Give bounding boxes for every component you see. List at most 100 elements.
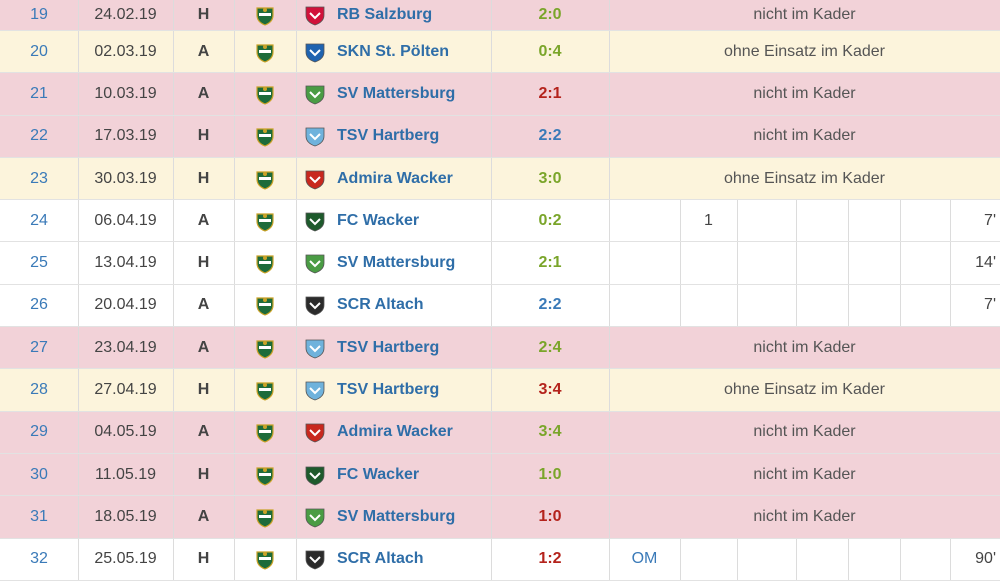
spieltag-link[interactable]: 28 <box>30 381 48 399</box>
spieltag-link[interactable]: 29 <box>30 423 48 441</box>
own-club-crest-cell[interactable] <box>234 116 296 157</box>
own-club-crest-cell[interactable] <box>234 200 296 241</box>
home-away-indicator: H <box>197 254 210 272</box>
spieltag-link[interactable]: 21 <box>30 84 48 102</box>
own-club-crest-cell[interactable] <box>234 73 296 114</box>
own-club-crest-cell[interactable] <box>234 158 296 199</box>
match-row: 19 24.02.19 H RB Salzburg 2:0 nicht im Kader <box>0 0 1000 31</box>
match-result-link[interactable]: 2:1 <box>538 84 562 102</box>
match-row: 21 10.03.19 A SV Mattersburg 2:1 nicht im Kad… <box>0 73 1000 116</box>
spieltag-link[interactable]: 27 <box>30 338 48 356</box>
own-club-crest-cell[interactable] <box>234 327 296 368</box>
match-row: 31 18.05.19 A SV Mattersburg 1:0 nicht im Kad… <box>0 496 1000 539</box>
home-away-indicator: H <box>197 550 210 568</box>
opponent-link[interactable]: SCR Altach <box>296 539 491 580</box>
opponent-link[interactable]: SCR Altach <box>296 285 491 326</box>
position-link[interactable]: OM <box>631 550 658 568</box>
match-row: 23 30.03.19 H Admira Wacker 3:0 ohne Einsatz … <box>0 157 1000 201</box>
opponent-name: Admira Wacker <box>337 423 453 441</box>
rapid-wien-crest-icon <box>256 382 274 401</box>
goals-count: 1 <box>704 211 713 229</box>
match-result-link[interactable]: 2:0 <box>538 6 562 23</box>
opponent-name: TSV Hartberg <box>337 338 440 356</box>
match-result-link[interactable]: 2:2 <box>538 296 562 314</box>
match-row: 26 20.04.19 A SCR Altach 2:2 7' <box>0 284 1000 328</box>
match-row: 20 02.03.19 A SKN St. Pölten 0:4 ohne Einsatz… <box>0 31 1000 74</box>
opponent-link[interactable]: TSV Hartberg <box>296 327 491 368</box>
match-result-link[interactable]: 0:2 <box>538 211 562 229</box>
match-result-link[interactable]: 1:0 <box>538 465 562 483</box>
spieltag-link[interactable]: 24 <box>30 211 48 229</box>
own-club-crest-cell[interactable] <box>234 496 296 537</box>
own-club-crest-cell[interactable] <box>234 242 296 283</box>
own-club-crest-cell[interactable] <box>234 539 296 580</box>
home-away-indicator: H <box>197 127 210 145</box>
own-club-crest-cell[interactable] <box>234 369 296 410</box>
opponent-link[interactable]: TSV Hartberg <box>296 369 491 410</box>
opponent-crest-icon <box>305 423 325 443</box>
opponent-link[interactable]: FC Wacker <box>296 200 491 241</box>
opponent-name: Admira Wacker <box>337 169 453 187</box>
squad-status: nicht im Kader <box>753 465 856 483</box>
spieltag-link[interactable]: 23 <box>30 169 48 187</box>
own-club-crest-cell[interactable] <box>234 285 296 326</box>
opponent-link[interactable]: SV Mattersburg <box>296 242 491 283</box>
spieltag-link[interactable]: 26 <box>30 296 48 314</box>
match-result-link[interactable]: 3:4 <box>538 423 562 441</box>
rapid-wien-crest-icon <box>256 255 274 274</box>
opponent-crest-icon <box>305 85 325 105</box>
match-row: 22 17.03.19 H TSV Hartberg 2:2 nicht im Kader <box>0 115 1000 158</box>
match-result-link[interactable]: 2:1 <box>538 254 562 272</box>
opponent-name: FC Wacker <box>337 465 420 483</box>
opponent-link[interactable]: FC Wacker <box>296 454 491 495</box>
own-club-crest-cell[interactable] <box>234 412 296 453</box>
opponent-link[interactable]: SKN St. Pölten <box>296 31 491 72</box>
home-away-indicator: H <box>197 465 210 483</box>
match-date: 30.03.19 <box>94 169 157 187</box>
position-link[interactable] <box>609 242 680 283</box>
minutes-played: 7' <box>984 296 996 314</box>
match-result-link[interactable]: 3:0 <box>538 169 562 187</box>
match-result-link[interactable]: 1:0 <box>538 507 562 525</box>
opponent-link[interactable]: TSV Hartberg <box>296 116 491 157</box>
spieltag-link[interactable]: 19 <box>30 6 48 23</box>
match-date: 02.03.19 <box>94 42 157 60</box>
opponent-link[interactable]: RB Salzburg <box>296 0 491 30</box>
opponent-link[interactable]: SV Mattersburg <box>296 496 491 537</box>
rapid-wien-crest-icon <box>256 44 274 63</box>
spieltag-link[interactable]: 32 <box>30 550 48 568</box>
spieltag-link[interactable]: 25 <box>30 254 48 272</box>
match-result-link[interactable]: 3:4 <box>538 381 562 399</box>
match-result-link[interactable]: 2:4 <box>538 338 562 356</box>
own-club-crest-cell[interactable] <box>234 0 296 30</box>
opponent-link[interactable]: Admira Wacker <box>296 158 491 199</box>
match-result-link[interactable]: 0:4 <box>538 42 562 60</box>
spieltag-link[interactable]: 20 <box>30 42 48 60</box>
spieltag-link[interactable]: 31 <box>30 507 48 525</box>
squad-status: ohne Einsatz im Kader <box>724 169 885 187</box>
match-date: 06.04.19 <box>94 211 157 229</box>
home-away-indicator: A <box>197 296 210 314</box>
rapid-wien-crest-icon <box>256 86 274 105</box>
spieltag-link[interactable]: 22 <box>30 127 48 145</box>
home-away-indicator: H <box>197 6 210 23</box>
match-result-link[interactable]: 2:2 <box>538 127 562 145</box>
match-date: 10.03.19 <box>94 84 157 102</box>
match-date: 17.03.19 <box>94 127 157 145</box>
rapid-wien-crest-icon <box>256 213 274 232</box>
squad-status: nicht im Kader <box>753 423 856 441</box>
position-link[interactable] <box>609 200 680 241</box>
own-club-crest-cell[interactable] <box>234 31 296 72</box>
position-link[interactable] <box>609 285 680 326</box>
opponent-crest-icon <box>305 508 325 528</box>
match-row: 25 13.04.19 H SV Mattersburg 2:1 14' <box>0 242 1000 285</box>
opponent-link[interactable]: Admira Wacker <box>296 412 491 453</box>
goals-count <box>680 539 737 580</box>
opponent-link[interactable]: SV Mattersburg <box>296 73 491 114</box>
match-result-link[interactable]: 1:2 <box>538 550 562 568</box>
own-club-crest-cell[interactable] <box>234 454 296 495</box>
spieltag-link[interactable]: 30 <box>30 465 48 483</box>
home-away-indicator: A <box>197 423 210 441</box>
rapid-wien-crest-icon <box>256 7 274 26</box>
match-date: 20.04.19 <box>94 296 157 314</box>
